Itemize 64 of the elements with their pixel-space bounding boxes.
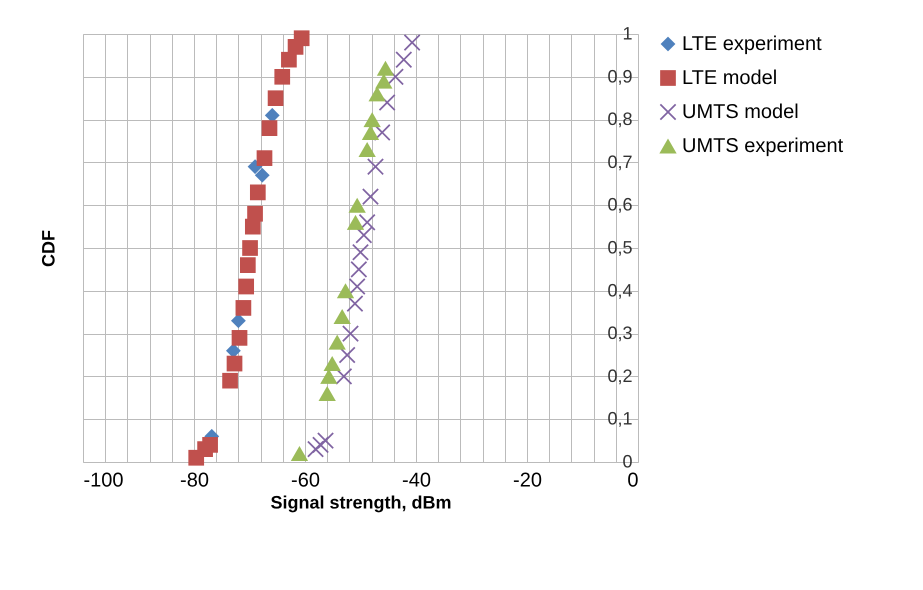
point — [363, 112, 381, 128]
point — [356, 226, 372, 244]
point — [375, 74, 392, 89]
point — [396, 51, 412, 68]
y-tick-label: 0,6 — [607, 194, 632, 215]
point — [346, 214, 364, 230]
point — [324, 356, 341, 372]
point — [348, 198, 366, 213]
point — [247, 206, 263, 222]
point — [250, 184, 266, 200]
legend-label: UMTS experiment — [682, 135, 844, 157]
point — [317, 432, 334, 449]
x-tick-label: -80 — [180, 470, 209, 492]
point — [268, 90, 284, 106]
point — [274, 68, 290, 85]
point — [376, 60, 394, 76]
y-tick-label: 0,1 — [607, 408, 632, 429]
point — [232, 330, 248, 346]
point — [226, 356, 242, 372]
x-tick-label: -40 — [402, 470, 431, 492]
point — [238, 278, 254, 294]
point — [342, 325, 359, 342]
point — [290, 446, 308, 461]
point — [262, 120, 278, 136]
y-tick-label: 0,3 — [607, 323, 632, 344]
point — [367, 158, 384, 175]
x-tick-label: -20 — [513, 470, 542, 492]
y-tick-label: 1 — [622, 24, 632, 44]
point — [358, 214, 376, 231]
legend-label: LTE experiment — [682, 33, 822, 55]
y-tick-label: 0,8 — [607, 109, 632, 130]
y-tick-label: 0,5 — [607, 238, 632, 258]
point — [362, 188, 379, 205]
point — [318, 386, 336, 402]
point — [350, 261, 368, 278]
y-tick-label: 0,9 — [607, 66, 632, 86]
y-tick-label: 0,4 — [607, 280, 632, 300]
point — [240, 257, 256, 273]
point — [336, 283, 354, 298]
point — [358, 142, 376, 158]
point — [338, 346, 356, 364]
point — [348, 278, 366, 295]
point — [404, 34, 420, 51]
y-tick-label: 0 — [622, 452, 632, 472]
y-tick-label: 0,2 — [607, 366, 632, 386]
point — [242, 240, 258, 256]
point — [294, 30, 310, 46]
point — [202, 437, 218, 453]
point — [346, 295, 364, 312]
x-axis-title: Signal strength, dBm — [270, 492, 452, 512]
y-tick-label: 0,7 — [607, 152, 632, 172]
point — [254, 168, 270, 183]
point — [352, 244, 369, 261]
x-tick-label: -60 — [291, 470, 320, 492]
y-axis-title: CDF — [38, 230, 58, 267]
point — [328, 334, 346, 350]
point — [281, 52, 297, 68]
x-tick-label: -100 — [84, 470, 124, 492]
point — [256, 150, 272, 166]
legend-label: UMTS model — [682, 101, 799, 123]
point — [334, 308, 351, 324]
point — [236, 300, 252, 316]
point — [222, 372, 238, 389]
legend-label: LTE model — [682, 67, 778, 89]
